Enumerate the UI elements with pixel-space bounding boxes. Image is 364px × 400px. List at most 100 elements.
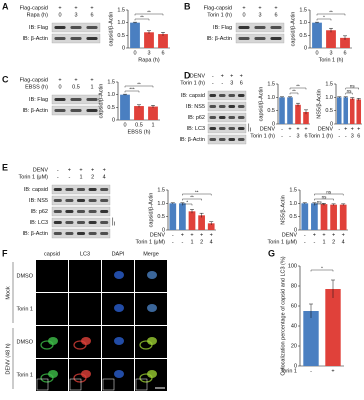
treatment-value: 4 [103, 174, 106, 180]
y-tick-label: 0 [272, 121, 275, 127]
x-row-value: - [172, 232, 174, 238]
y-tick-label: 0.5 [107, 105, 115, 111]
bar [312, 22, 322, 48]
bar [134, 106, 144, 120]
inset [102, 378, 115, 391]
significance-label: ** [190, 195, 194, 200]
treatment-label: Torin 1 (h) [180, 80, 205, 86]
blot-band [65, 210, 74, 213]
bar [301, 203, 309, 230]
y-tick-label: 0 [294, 363, 297, 369]
bar [356, 99, 362, 124]
significance-bracket [310, 269, 334, 272]
panel-label: B [184, 1, 191, 11]
x-row-label: Torin 1 (μM) [268, 239, 298, 245]
x-row-value: + [342, 232, 345, 238]
y-tick-label: 100 [288, 263, 297, 269]
treatment-label: Rapa (h) [27, 12, 49, 18]
blot-band [88, 199, 97, 202]
treatment-value: - [57, 167, 59, 173]
x-axis-label: Torin 1 (h) [319, 57, 344, 63]
x-row-value: 1 [322, 239, 325, 245]
blot-band [209, 105, 217, 108]
blot-band [237, 116, 245, 119]
significance-bracket [345, 92, 353, 95]
y-tick-label: 1.0 [157, 201, 165, 207]
significance-label: ** [147, 10, 151, 15]
bar [148, 106, 158, 120]
blot-strip [207, 90, 247, 101]
treatment-label: Torin 1 (μM) [19, 174, 49, 180]
y-tick-label: 0.5 [117, 33, 125, 39]
cell [48, 370, 58, 378]
blot-band [86, 98, 98, 101]
blot-band [218, 94, 226, 97]
row-label: Torin 1 [16, 306, 33, 312]
blot-row-label: IB: Flag [213, 25, 232, 31]
blot-band [70, 109, 82, 112]
significance-label: ns [347, 89, 353, 94]
x-row-label: Torin 1 (h) [308, 133, 333, 139]
x-row-value: - [172, 239, 174, 245]
significance-label: ** [329, 10, 333, 15]
treatment-value: + [74, 5, 77, 11]
cell [73, 373, 87, 383]
y-tick-label: 0.5 [157, 214, 165, 220]
significance-label: ns [322, 195, 328, 200]
x-tick-label: 1 [151, 122, 154, 128]
band-marker: II [248, 127, 252, 133]
panel-label: A [2, 1, 9, 11]
x-row-value: 1 [190, 239, 193, 245]
significance-label: ** [296, 84, 300, 89]
y-tick-label: 1.5 [299, 7, 307, 13]
bar [303, 112, 309, 124]
cell [73, 340, 87, 350]
treatment-value: + [230, 73, 233, 79]
y-tick-label: 1.0 [107, 92, 115, 98]
blot-row-label: IB: Flag [29, 25, 48, 31]
y-tick-label: 0.5 [325, 108, 333, 114]
y-tick-label: 0 [162, 227, 165, 233]
treatment-value: 6 [274, 12, 277, 18]
blot-band [88, 232, 97, 235]
cell [147, 304, 157, 312]
treatment-label: Flag-capsid [204, 5, 232, 11]
inset [135, 378, 148, 391]
x-row-value: - [338, 133, 340, 139]
treatment-value: 3 [230, 80, 233, 86]
significance-bracket [289, 92, 299, 95]
x-row-value: + [351, 126, 354, 132]
x-row-value: - [310, 368, 312, 374]
x-row-value: + [313, 232, 316, 238]
bar [287, 97, 293, 124]
blot-band [76, 199, 86, 202]
x-row-value: + [190, 232, 193, 238]
bar [169, 203, 177, 230]
group-label: Mock [5, 286, 11, 299]
significance-bracket [182, 198, 202, 201]
x-row-value: + [181, 232, 184, 238]
blot-band [54, 109, 66, 112]
blot-strip [207, 123, 247, 134]
inset [69, 378, 82, 391]
blot-row-label: IB: LC3 [187, 126, 205, 132]
blot-strip [207, 134, 247, 145]
blot-band [254, 26, 266, 29]
band-marker: II [112, 221, 116, 227]
x-row-value: + [210, 232, 213, 238]
treatment-value: + [79, 167, 82, 173]
blot-row-label: IB: capsid [181, 93, 205, 99]
y-axis-label: capsid/β-Actin [258, 87, 264, 122]
y-tick-label: 20 [291, 343, 297, 349]
inset [36, 378, 49, 391]
cell [48, 337, 58, 345]
x-axis-label: EBSS (h) [128, 129, 151, 135]
blot-band [86, 26, 98, 29]
significance-bracket [289, 87, 307, 90]
cell [114, 304, 124, 312]
y-tick-label: 1.0 [325, 95, 333, 101]
treatment-value: + [90, 77, 93, 83]
y-tick-label: 1.0 [267, 95, 275, 101]
significance-bracket [124, 90, 140, 93]
blot-band [218, 105, 226, 108]
